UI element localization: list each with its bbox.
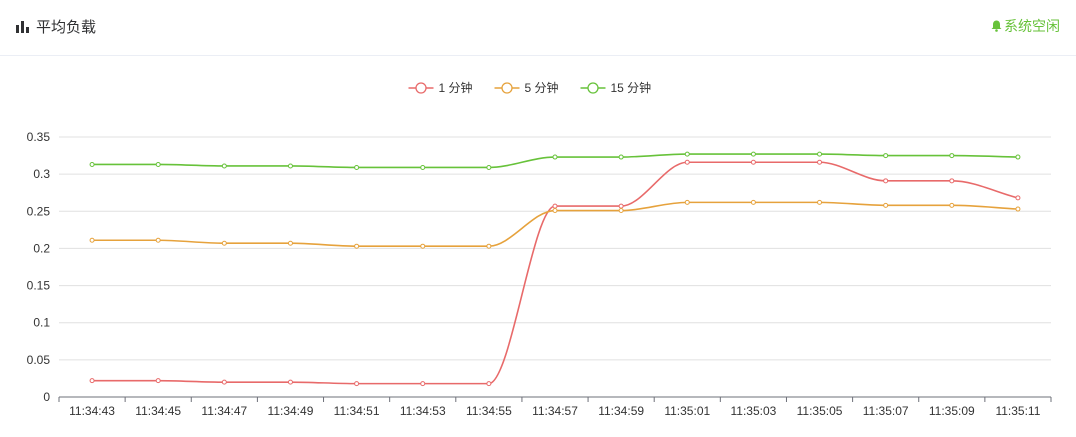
x-tick-label: 11:34:47 — [201, 404, 247, 418]
data-point[interactable] — [155, 237, 161, 243]
x-tick-label: 11:35:11 — [995, 404, 1040, 418]
bell-icon — [991, 20, 1002, 32]
y-tick-label: 0.15 — [27, 279, 51, 293]
page-title: 平均负载 — [36, 19, 97, 36]
data-point[interactable] — [949, 153, 955, 159]
y-tick-label: 0.25 — [27, 204, 51, 218]
series-line-0 — [92, 161, 1019, 385]
data-point[interactable] — [618, 203, 624, 209]
data-point[interactable] — [750, 151, 756, 157]
legend-item-1[interactable]: 5 分钟 — [494, 80, 559, 95]
data-point[interactable] — [486, 243, 492, 249]
legend-label: 5 分钟 — [525, 80, 559, 95]
x-tick-label: 11:35:03 — [730, 404, 776, 418]
data-point[interactable] — [750, 199, 756, 205]
status-text: 系统空闲 — [1004, 18, 1060, 34]
x-tick-label: 11:34:51 — [334, 404, 380, 418]
legend-item-2[interactable]: 15 分钟 — [580, 80, 652, 95]
data-point[interactable] — [354, 164, 360, 170]
legend-item-0[interactable]: 1 分钟 — [408, 80, 473, 95]
legend-marker — [587, 82, 599, 94]
x-tick-label: 11:34:43 — [69, 404, 115, 418]
x-tick-label: 11:35:01 — [664, 404, 710, 418]
y-tick-label: 0.35 — [27, 130, 51, 144]
data-point[interactable] — [155, 378, 161, 384]
data-point[interactable] — [684, 159, 690, 165]
data-point[interactable] — [883, 178, 889, 184]
data-point[interactable] — [552, 154, 558, 160]
data-point[interactable] — [287, 163, 293, 169]
status-badge: 系统空闲 — [991, 16, 1060, 36]
data-point[interactable] — [420, 243, 426, 249]
data-point[interactable] — [420, 381, 426, 387]
data-point[interactable] — [354, 381, 360, 387]
data-point[interactable] — [817, 159, 823, 165]
x-tick-label: 11:34:49 — [268, 404, 314, 418]
y-tick-label: 0.1 — [33, 316, 50, 330]
legend-marker — [415, 82, 427, 94]
data-point[interactable] — [89, 378, 95, 384]
data-point[interactable] — [817, 199, 823, 205]
data-point[interactable] — [552, 208, 558, 214]
legend-label: 1 分钟 — [439, 80, 473, 95]
chart-legend: 1 分钟 5 分钟 15 分钟 — [408, 80, 652, 95]
x-tick-label: 11:34:45 — [135, 404, 181, 418]
x-tick-label: 11:34:57 — [532, 404, 578, 418]
data-point[interactable] — [221, 240, 227, 246]
data-point[interactable] — [221, 379, 227, 385]
data-point[interactable] — [486, 381, 492, 387]
legend-marker — [501, 82, 513, 94]
y-tick-label: 0.05 — [27, 353, 51, 367]
data-point[interactable] — [618, 154, 624, 160]
data-point[interactable] — [486, 164, 492, 170]
data-point[interactable] — [817, 151, 823, 157]
data-point[interactable] — [684, 199, 690, 205]
data-point[interactable] — [221, 163, 227, 169]
x-tick-label: 11:35:07 — [863, 404, 909, 418]
data-point[interactable] — [354, 243, 360, 249]
data-point[interactable] — [684, 151, 690, 157]
title-group: 平均负载 — [16, 16, 96, 37]
panel-header: 平均负载 系统空闲 — [0, 0, 1076, 56]
data-point[interactable] — [883, 202, 889, 208]
y-tick-label: 0 — [43, 390, 50, 404]
x-tick-label: 11:35:05 — [797, 404, 843, 418]
bar-chart-icon — [16, 20, 29, 33]
data-point[interactable] — [1015, 154, 1021, 160]
x-tick-label: 11:34:59 — [598, 404, 644, 418]
data-point[interactable] — [287, 379, 293, 385]
load-line-chart: 0 0.05 0.1 0.15 0.2 0.25 0.3 0.35 11:34:43 11:34:… — [27, 80, 1052, 418]
y-tick-label: 0.3 — [33, 167, 50, 181]
x-tick-label: 11:34:53 — [400, 404, 446, 418]
data-point[interactable] — [420, 164, 426, 170]
data-point[interactable] — [1015, 195, 1021, 201]
data-point[interactable] — [155, 161, 161, 167]
x-tick-label: 11:34:55 — [466, 404, 512, 418]
data-point[interactable] — [949, 202, 955, 208]
data-point[interactable] — [949, 178, 955, 184]
data-point[interactable] — [287, 240, 293, 246]
data-point[interactable] — [750, 159, 756, 165]
x-tick-label: 11:35:09 — [929, 404, 975, 418]
data-point[interactable] — [89, 161, 95, 167]
data-point[interactable] — [552, 203, 558, 209]
data-point[interactable] — [883, 153, 889, 159]
legend-label: 15 分钟 — [611, 80, 652, 95]
data-point[interactable] — [1015, 206, 1021, 212]
data-point[interactable] — [89, 237, 95, 243]
data-point[interactable] — [618, 208, 624, 214]
y-tick-label: 0.2 — [33, 241, 50, 255]
